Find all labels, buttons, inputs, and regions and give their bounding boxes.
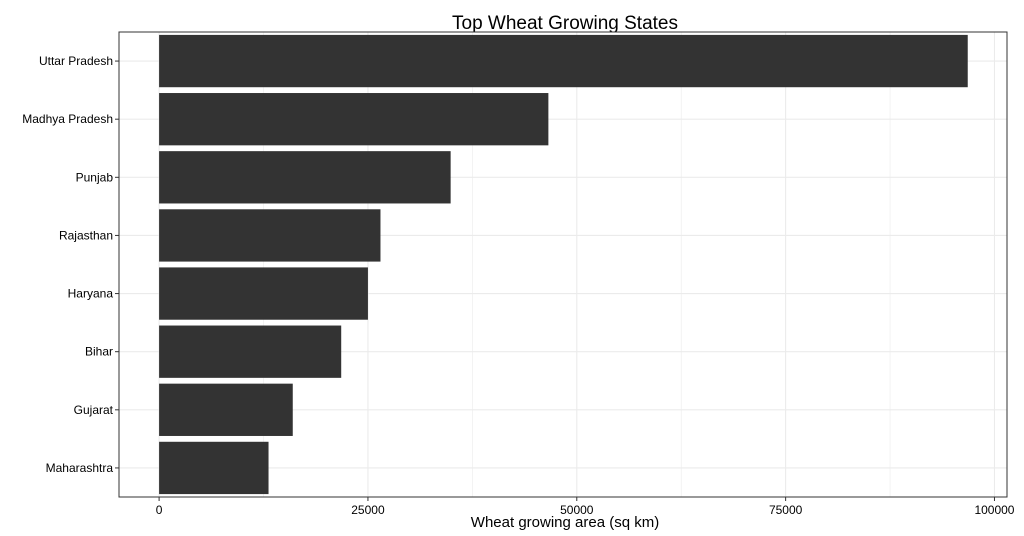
y-tick-label: Rajasthan (59, 228, 113, 242)
y-tick-label: Uttar Pradesh (39, 54, 113, 68)
bar (159, 383, 293, 436)
x-tick-label: 0 (156, 503, 163, 517)
x-tick-label: 100000 (974, 503, 1014, 517)
x-tick-label: 75000 (769, 503, 803, 517)
bars (159, 34, 968, 495)
bar (159, 93, 549, 146)
y-tick-label: Bihar (85, 345, 113, 359)
y-tick-label: Gujarat (74, 403, 114, 417)
x-tick-label: 50000 (560, 503, 594, 517)
chart-title: Top Wheat Growing States (452, 13, 678, 34)
x-axis-title: Wheat growing area (sq km) (471, 514, 659, 531)
y-tick-label: Punjab (76, 170, 114, 184)
bar (159, 151, 451, 204)
y-tick-label: Maharashtra (46, 461, 114, 475)
y-tick-label: Haryana (68, 287, 114, 301)
x-tick-label: 25000 (351, 503, 385, 517)
x-axis: 0 25000 50000 75000 100000 (156, 497, 1015, 517)
plot-panel-border (118, 31, 1008, 498)
bar (159, 209, 381, 262)
y-tick-label: Madhya Pradesh (22, 112, 113, 126)
bar (159, 267, 368, 320)
y-axis: Uttar Pradesh Madhya Pradesh Punjab Rajasth… (22, 54, 119, 475)
bar (159, 441, 269, 495)
bar (159, 34, 968, 88)
bar (159, 325, 342, 378)
